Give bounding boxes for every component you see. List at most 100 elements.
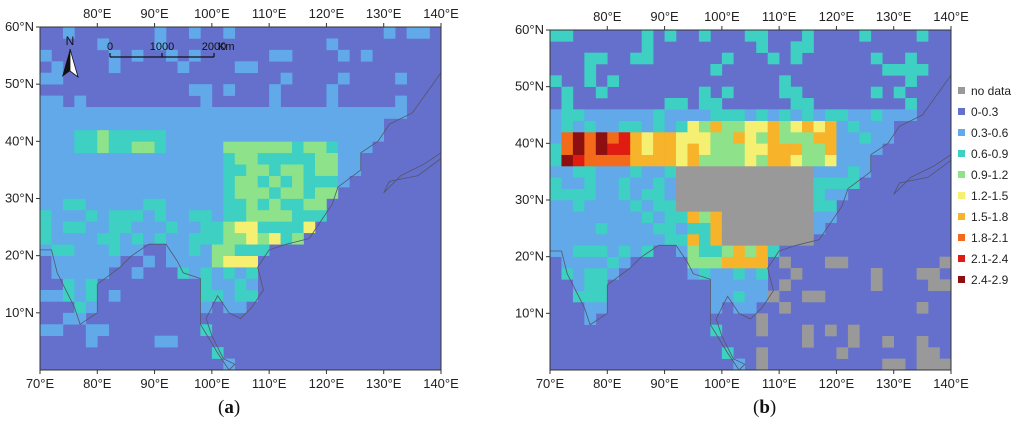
grid-cell: [326, 95, 339, 108]
grid-cell: [234, 209, 247, 222]
grid-cell: [131, 187, 144, 199]
grid-cell: [721, 143, 734, 155]
grid-cell: [802, 109, 814, 121]
grid-cell: [292, 141, 304, 154]
grid-cell: [916, 268, 929, 280]
grid-cell: [790, 211, 803, 223]
grid-cell: [802, 132, 814, 144]
grid-cell: [234, 164, 247, 176]
grid-cell: [836, 143, 849, 155]
grid-cell: [653, 177, 665, 189]
grid-cell: [698, 234, 711, 246]
grid-cell: [813, 211, 826, 223]
grid-cell: [653, 188, 665, 201]
grid-cell: [257, 129, 270, 142]
grid-cell: [303, 141, 316, 154]
panel-label-b: (b): [753, 397, 777, 418]
grid-cell: [595, 200, 608, 212]
grid-cell: [337, 129, 350, 142]
grid-cell: [756, 143, 768, 155]
grid-cell: [767, 143, 780, 155]
grid-cell: [314, 141, 327, 154]
grid-cell: [779, 154, 791, 167]
grid-cell: [847, 336, 860, 348]
grid-cell: [166, 175, 178, 188]
grid-cell: [292, 198, 304, 211]
grid-cell: [641, 132, 654, 144]
grid-cell: [928, 279, 940, 291]
grid-cell: [40, 198, 52, 211]
grid-cell: [618, 211, 631, 223]
grid-cell: [710, 302, 723, 314]
grid-cell: [85, 221, 98, 234]
grid-cell: [74, 232, 87, 245]
grid-cell: [223, 129, 236, 142]
grid-cell: [143, 232, 155, 245]
grid-cell: [120, 244, 132, 256]
grid-cell: [653, 166, 665, 178]
grid-cell: [74, 118, 87, 131]
map-panel-b: 70°E 80°E 80°E 90°E 90°E 100°E 100°E 110°E 110°E…: [500, 0, 1024, 431]
grid-cell: [698, 188, 711, 201]
grid-cell: [234, 198, 247, 211]
grid-cell: [349, 118, 362, 131]
x-tick-label-bottom: 110°E: [252, 376, 287, 391]
grid-cell: [292, 118, 304, 131]
grid-cell: [292, 107, 304, 119]
grid-cell: [154, 187, 167, 199]
grid-cell: [733, 166, 746, 178]
grid-cell: [200, 198, 213, 211]
grid-cell: [120, 221, 132, 234]
grid-cell: [721, 279, 734, 291]
grid-cell: [618, 154, 631, 167]
y-tick-label: 50°N: [5, 76, 34, 91]
grid-cell: [280, 152, 293, 165]
grid-cell: [882, 64, 895, 76]
grid-cell: [200, 324, 213, 336]
grid-cell: [85, 152, 98, 165]
grid-cell: [303, 129, 316, 142]
grid-cell: [595, 86, 608, 99]
legend-label: 2.1-2.4: [971, 251, 1009, 266]
grid-cell: [246, 209, 258, 222]
grid-cell: [120, 129, 132, 142]
grid-cell: [687, 109, 700, 121]
grid-cell: [744, 154, 757, 167]
grid-cell: [595, 268, 608, 280]
grid-cell: [710, 109, 723, 121]
grid-cell: [360, 118, 373, 131]
grid-cell: [188, 27, 201, 39]
grid-cell: [166, 187, 178, 199]
grid-cell: [802, 188, 814, 201]
grid-cell: [595, 143, 608, 155]
grid-cell: [836, 109, 849, 121]
grid-cell: [223, 289, 236, 302]
grid-cell: [698, 166, 711, 178]
grid-cell: [120, 198, 132, 211]
grid-cell: [584, 75, 597, 87]
grid-cell: [641, 30, 654, 42]
grid-cell: [905, 75, 917, 87]
grid-cell: [813, 290, 826, 303]
grid-cell: [85, 107, 98, 119]
grid-cell: [630, 132, 642, 144]
grid-cell: [756, 200, 768, 212]
grid-cell: [234, 61, 247, 74]
japan-outline: [893, 154, 952, 195]
grid-cell: [62, 232, 75, 245]
grid-cell: [813, 200, 826, 212]
grid-cell: [223, 278, 236, 291]
grid-cell: [246, 221, 258, 234]
grid-cell: [108, 152, 121, 165]
legend-item: 1.2-1.5: [958, 185, 1022, 206]
grid-cell: [744, 188, 757, 201]
grid-cell: [767, 200, 780, 212]
legend-item: no data: [958, 80, 1022, 101]
grid-cell: [790, 222, 803, 235]
grid-cell: [349, 152, 362, 165]
grid-cell: [779, 234, 791, 246]
grid-cell: [154, 118, 167, 131]
grid-cell: [676, 245, 688, 257]
grid-cell: [131, 244, 144, 256]
grid-cell: [561, 200, 574, 212]
